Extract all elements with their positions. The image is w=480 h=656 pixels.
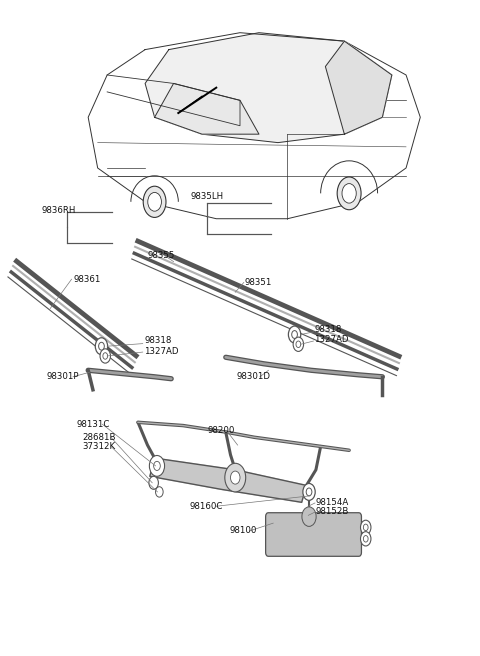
Circle shape <box>148 192 161 211</box>
Text: 98152B: 98152B <box>316 507 349 516</box>
Circle shape <box>342 184 356 203</box>
Text: 1327AD: 1327AD <box>314 335 349 344</box>
Circle shape <box>363 535 368 542</box>
Text: 37312K: 37312K <box>83 442 116 451</box>
Circle shape <box>225 463 246 492</box>
FancyBboxPatch shape <box>265 513 361 556</box>
Text: 98301P: 98301P <box>47 373 79 381</box>
Text: 98301D: 98301D <box>236 373 270 381</box>
Text: 98200: 98200 <box>208 426 235 436</box>
Circle shape <box>360 520 371 535</box>
Text: 98351: 98351 <box>245 278 272 287</box>
Text: 98361: 98361 <box>74 275 101 283</box>
Circle shape <box>288 326 301 343</box>
Circle shape <box>292 331 298 338</box>
Circle shape <box>303 483 315 501</box>
Polygon shape <box>150 458 306 502</box>
Text: 98160C: 98160C <box>189 502 223 511</box>
Circle shape <box>98 342 104 350</box>
Circle shape <box>363 524 368 531</box>
Text: 1327AD: 1327AD <box>144 347 179 356</box>
Text: 9835LH: 9835LH <box>190 192 223 201</box>
Circle shape <box>100 349 110 363</box>
Circle shape <box>154 461 160 470</box>
Circle shape <box>306 488 312 496</box>
Text: 28681B: 28681B <box>83 433 116 441</box>
Circle shape <box>360 531 371 546</box>
Text: 98100: 98100 <box>229 526 257 535</box>
Text: 9836RH: 9836RH <box>42 207 76 215</box>
Text: 98355: 98355 <box>147 251 175 260</box>
Text: 98318: 98318 <box>144 336 171 345</box>
Circle shape <box>149 455 165 476</box>
Text: 98154A: 98154A <box>316 498 349 507</box>
Circle shape <box>293 337 303 352</box>
Circle shape <box>96 338 108 355</box>
Circle shape <box>302 507 316 526</box>
Text: 98318: 98318 <box>314 325 342 335</box>
Polygon shape <box>145 33 392 142</box>
Polygon shape <box>155 83 259 134</box>
Circle shape <box>230 471 240 484</box>
Text: 98131C: 98131C <box>76 420 110 429</box>
Circle shape <box>296 341 301 348</box>
Circle shape <box>103 353 108 359</box>
Polygon shape <box>325 41 392 134</box>
Circle shape <box>337 177 361 210</box>
Circle shape <box>149 476 158 489</box>
Circle shape <box>156 487 163 497</box>
Circle shape <box>143 186 166 217</box>
